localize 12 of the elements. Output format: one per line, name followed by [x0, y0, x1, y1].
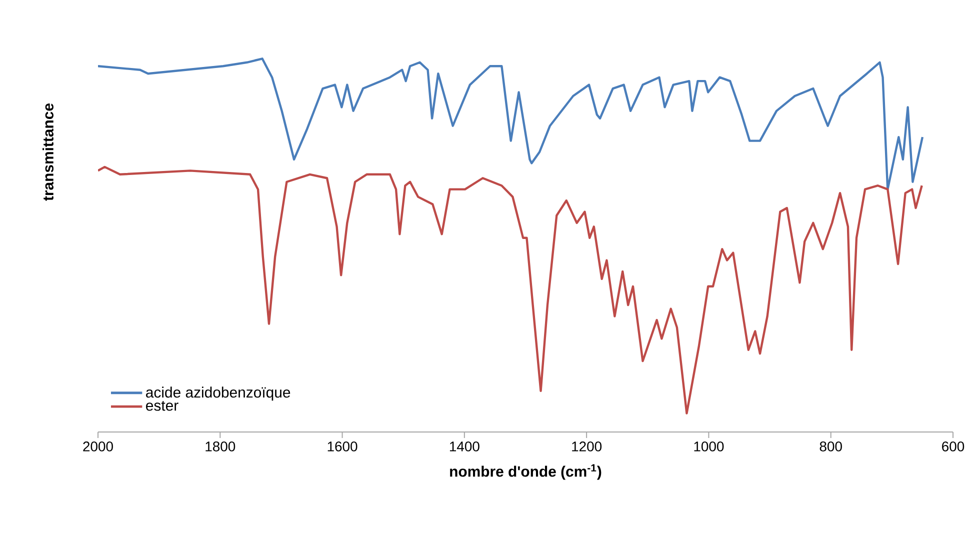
- x-tick-label: 1000: [694, 442, 724, 452]
- x-tick-label: 1400: [450, 442, 480, 452]
- legend-label: acide azidobenzoïque: [146, 386, 290, 401]
- x-tick-label: 1800: [206, 442, 236, 452]
- y-axis-title: transmittance: [42, 104, 54, 201]
- x-axis-title: nombre d'onde (cm$^{-1}$): [450, 464, 602, 480]
- x-tick-label: 600: [942, 442, 964, 452]
- legend-label: ester: [146, 400, 178, 411]
- x-tick-label: 2000: [83, 442, 113, 452]
- x-tick-label: 1600: [328, 442, 358, 452]
- x-tick-label: 800: [820, 442, 842, 452]
- x-tick-label: 1200: [572, 442, 602, 452]
